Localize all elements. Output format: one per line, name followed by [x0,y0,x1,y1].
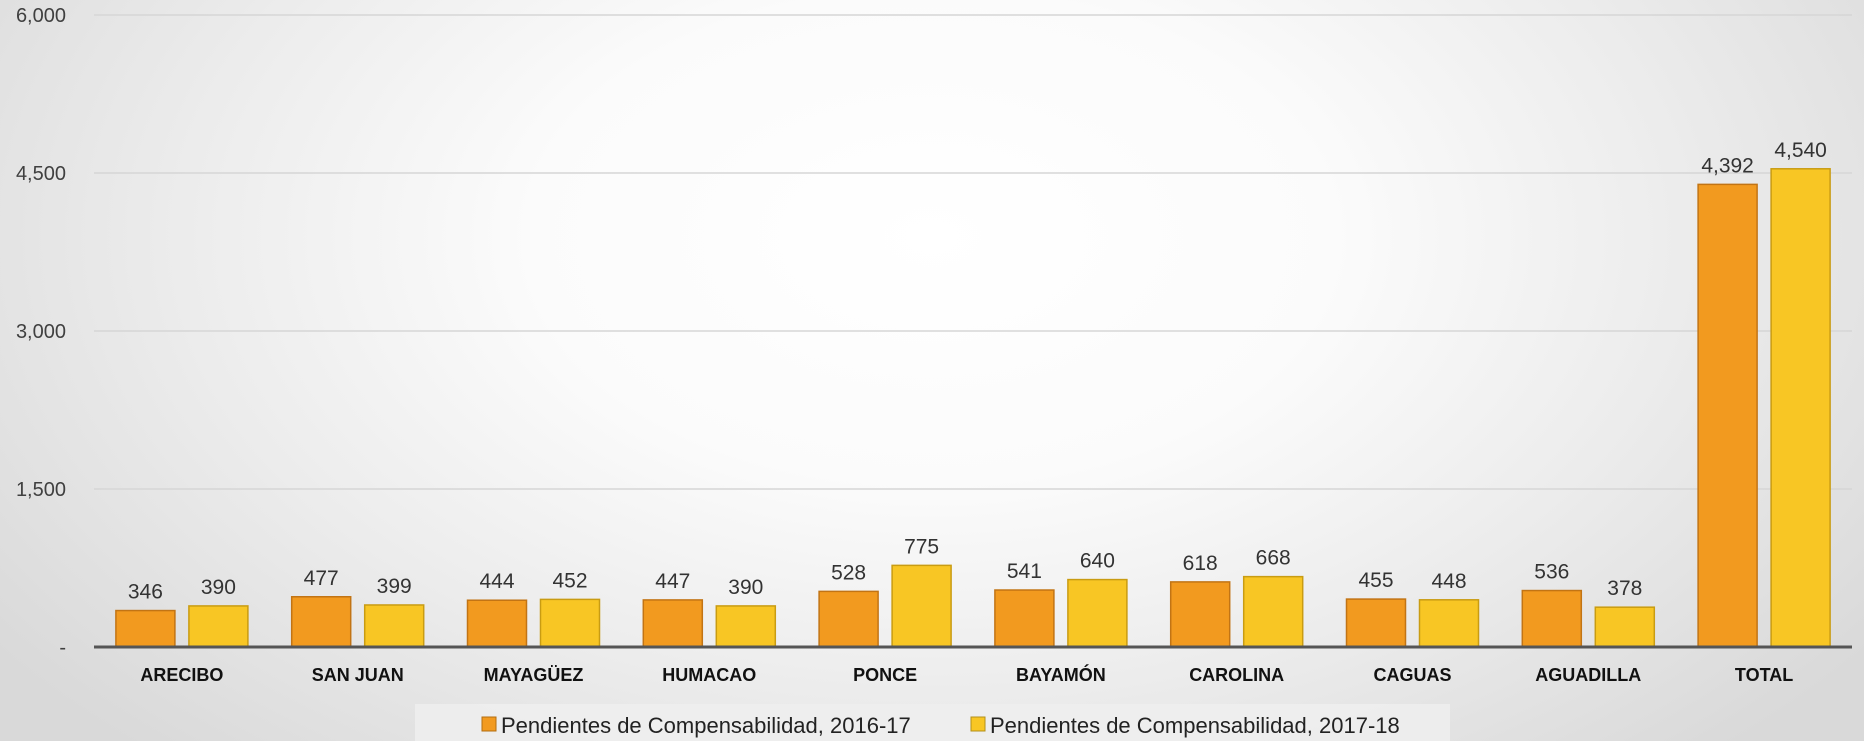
y-tick-label: 6,000 [16,5,66,27]
legend-swatch-2017-18 [970,716,986,732]
x-category-label: ARECIBO [140,665,223,685]
bar-2017-18 [539,598,601,648]
x-category-label: BAYAMÓN [1016,664,1106,685]
bar-2017-18 [188,605,249,648]
x-category-label: CAGUAS [1373,665,1451,685]
y-tick-label: - [59,637,66,659]
data-label: 536 [1534,561,1569,584]
data-label: 541 [1007,560,1042,583]
x-category-label: PONCE [853,665,917,685]
bar-2017-18 [1067,578,1128,648]
y-tick-label: 1,500 [16,479,66,501]
data-label: 668 [1256,547,1291,570]
bar-2016-17 [290,596,352,648]
x-category-label: AGUADILLA [1535,665,1641,685]
data-label: 528 [831,561,866,584]
data-label: 4,392 [1701,154,1754,177]
data-label: 618 [1183,552,1218,575]
data-label: 448 [1431,570,1466,593]
gridlines [94,14,1852,490]
x-axis-category-labels: ARECIBO SAN JUAN MAYAGÜEZ HUMACAO PONCE BAYAM… [140,664,1793,685]
bar-2017-18 [1770,168,1831,648]
x-category-label: TOTAL [1735,665,1793,685]
y-axis-ticks: - 1,500 3,000 4,500 6,000 [16,5,66,659]
bar-2017-18 [715,605,777,648]
data-label: 775 [904,535,939,558]
bar-2017-18 [1242,575,1304,648]
x-category-label: CAROLINA [1189,665,1284,685]
data-label: 477 [304,567,339,590]
bar-2017-18 [1418,599,1480,648]
legend-background [415,704,1450,741]
legend: Pendientes de Compensabilidad, 2016-17 P… [415,704,1450,741]
bar-2016-17 [642,599,704,648]
legend-label-2016-17: Pendientes de Compensabilidad, 2016-17 [501,713,911,738]
x-category-label: MAYAGÜEZ [484,665,584,685]
bar-2016-17 [1697,183,1758,648]
bar-2017-18 [891,564,952,648]
data-label: 399 [377,575,412,598]
data-label: 452 [552,569,587,592]
bar-2017-18 [363,604,425,648]
bar-2016-17 [1169,581,1231,648]
bars [115,168,1831,648]
bar-2016-17 [115,609,176,648]
bar-2016-17 [1345,598,1407,648]
bar-2016-17 [466,599,528,648]
data-label: 447 [655,570,690,593]
data-label: 444 [479,570,514,593]
data-label: 390 [728,576,763,599]
data-label: 640 [1080,550,1115,573]
bar-2016-17 [1521,589,1583,648]
data-label: 346 [128,581,163,604]
bar-2016-17 [994,589,1055,648]
data-labels: 346 390 477 399 444 452 447 390 528 775 541 640 618 6… [128,139,1827,604]
legend-label-2017-18: Pendientes de Compensabilidad, 2017-18 [990,713,1400,738]
data-label: 4,540 [1774,139,1827,162]
bar-2016-17 [818,590,879,648]
x-category-label: SAN JUAN [312,665,404,685]
data-label: 455 [1358,569,1393,592]
data-label: 378 [1607,577,1642,600]
x-category-label: HUMACAO [662,665,756,685]
bar-2017-18 [1594,606,1656,648]
legend-swatch-2016-17 [481,716,497,732]
y-tick-label: 4,500 [16,163,66,185]
y-tick-label: 3,000 [16,321,66,343]
data-label: 390 [201,576,236,599]
